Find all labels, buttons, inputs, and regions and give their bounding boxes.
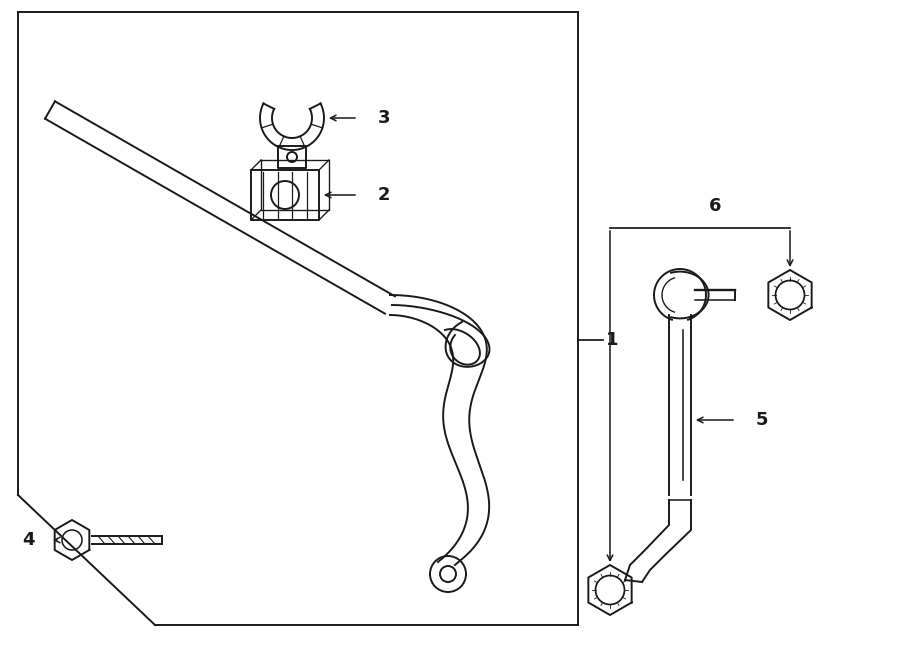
Text: 1: 1 xyxy=(606,331,618,349)
Text: 4: 4 xyxy=(22,531,35,549)
Text: 6: 6 xyxy=(709,197,721,215)
Text: 2: 2 xyxy=(378,186,391,204)
Text: 3: 3 xyxy=(378,109,391,127)
Text: 5: 5 xyxy=(756,411,769,429)
